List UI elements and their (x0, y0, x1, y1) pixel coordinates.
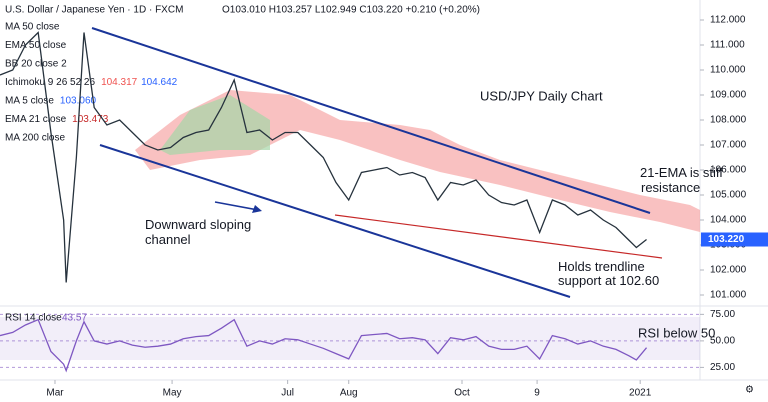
y-tick-label: 108.000 (710, 115, 747, 126)
symbol: U.S. Dollar / Japanese Yen · 1D · FXCM (5, 5, 183, 16)
indicator-value: 104.642 (141, 77, 178, 88)
x-tick-label: 9 (534, 388, 540, 399)
indicator-name: Ichimoku 9 26 52 26 (5, 77, 95, 88)
y-tick-label: 109.000 (710, 90, 747, 101)
y-tick-label: 111.000 (710, 40, 745, 51)
y-tick-label: 25.00 (710, 362, 735, 373)
x-tick-label: Aug (340, 388, 358, 399)
y-tick-label: 101.000 (710, 290, 747, 301)
y-tick-label: 75.00 (710, 309, 735, 320)
chart-title: USD/JPY Daily Chart (480, 88, 603, 103)
settings-icon[interactable]: ⚙ (745, 385, 754, 396)
rsi-legend: RSI 14 close (5, 313, 62, 324)
indicator-name: MA 5 close (5, 96, 54, 107)
indicator-value: 104.317 (101, 77, 138, 88)
last-price-tag (701, 232, 768, 247)
ichimoku-cloud (160, 95, 270, 155)
ichimoku-cloud (135, 90, 700, 232)
y-tick-label: 107.000 (710, 140, 747, 151)
channel-line (99, 144, 571, 298)
x-tick-label: 2021 (629, 388, 652, 399)
x-tick-label: May (163, 388, 182, 399)
trendline (334, 214, 663, 259)
y-tick-label: 105.000 (710, 190, 747, 201)
indicator-name: BB 20 close 2 (5, 59, 67, 70)
y-tick-label: 104.000 (710, 215, 747, 226)
indicator-name: MA 50 close (5, 22, 60, 33)
x-tick-label: Jul (281, 388, 294, 399)
indicator-name: EMA 50 close (5, 40, 67, 51)
rsi-legend-value: 43.57 (62, 313, 87, 324)
annotation: 21-EMA is stiff resistance (640, 165, 723, 195)
last-price-label: 103.220 (708, 234, 745, 245)
x-tick-label: Oct (454, 388, 470, 399)
channel-line (91, 27, 651, 214)
y-tick-label: 50.00 (710, 336, 735, 347)
arrow-head (252, 205, 262, 213)
y-tick-label: 112.000 (710, 15, 746, 26)
x-tick-label: Mar (46, 388, 64, 399)
ohlc: O103.010 H103.257 L102.949 C103.220 +0.2… (222, 5, 480, 16)
rsi-line (0, 318, 648, 373)
annotation: Holds trendline support at 102.60 (558, 259, 659, 288)
y-tick-label: 110.000 (710, 65, 746, 76)
rsi-band (0, 317, 700, 360)
indicator-name: MA 200 close (5, 133, 65, 144)
indicator-legend: MA 50 close EMA 50 close BB 20 close 2 Ichi… (5, 22, 178, 144)
price-line (0, 31, 647, 283)
annotation: RSI below 50 (638, 325, 715, 340)
y-tick-label: 106.000 (710, 165, 747, 176)
indicator-name: EMA 21 close (5, 114, 67, 125)
arrow (214, 201, 259, 211)
indicator-value: 103.473 (72, 114, 109, 125)
annotation: Downward sloping channel (145, 217, 251, 247)
indicator-value: 103.060 (60, 96, 97, 107)
y-tick-label: 102.000 (710, 265, 747, 276)
